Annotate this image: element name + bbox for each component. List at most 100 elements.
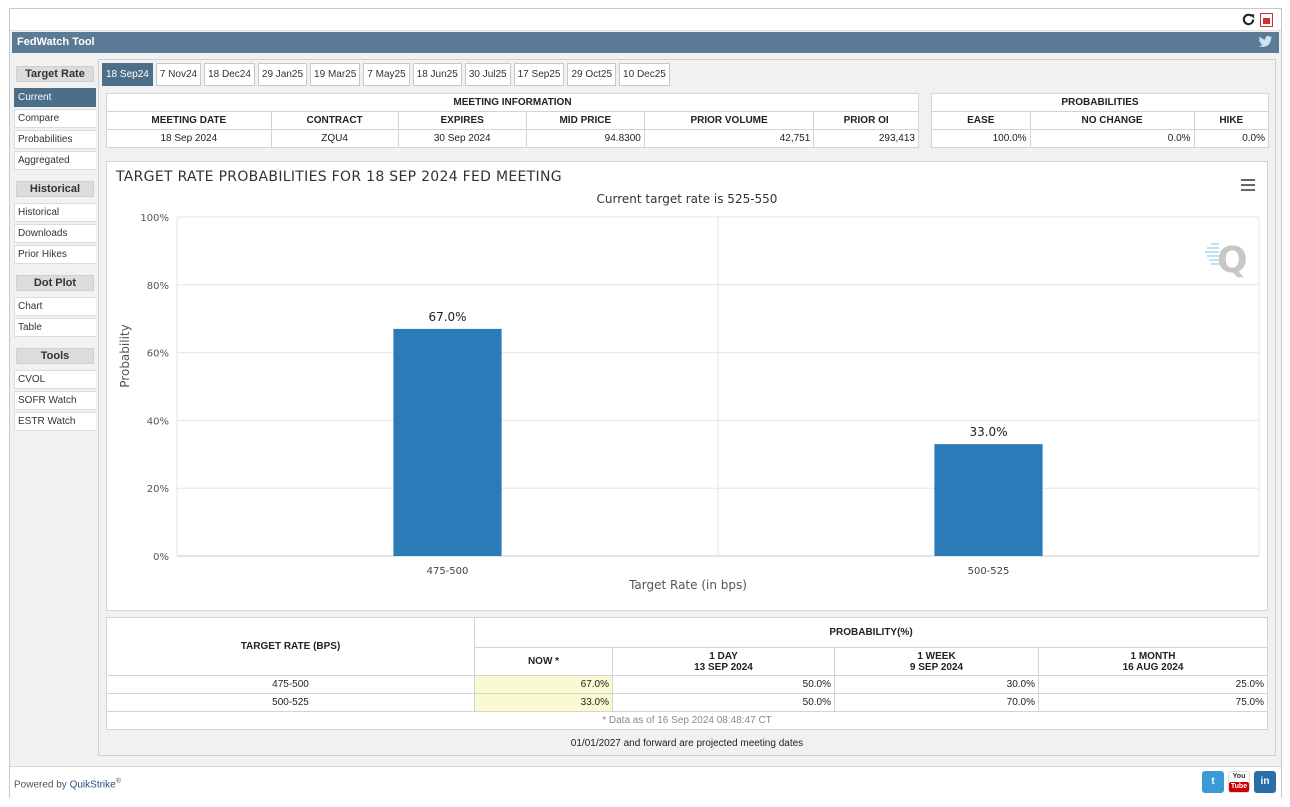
sidebar-item-probabilities[interactable]: Probabilities [14,130,96,149]
pdf-icon[interactable] [1260,12,1273,27]
probabilities-heading: PROBABILITIES [931,93,1269,112]
tab-meeting[interactable]: 30 Jul25 [464,63,511,86]
meeting-info-table: MEETING INFORMATION MEETING DATE CONTRAC… [106,93,919,148]
sidebar-item-cvol[interactable]: CVOL [14,370,96,389]
rate-cell: 500-525 [106,693,475,712]
sidebar-item-estr-watch[interactable]: ESTR Watch [14,412,96,431]
col-hike: HIKE [1193,111,1270,130]
week-cell: 70.0% [834,693,1039,712]
sidebar-item-chart[interactable]: Chart [14,297,96,316]
quikstrike-watermark-icon: Q [1205,240,1248,281]
col-1-week-date: 9 SEP 2024 [909,661,964,673]
x-axis-label: Target Rate (in bps) [628,578,747,592]
prior-oi-value: 293,413 [813,129,919,148]
col-probability-group: PROBABILITY(%) [474,617,1268,648]
sidebar-item-aggregated[interactable]: Aggregated [14,151,96,170]
week-cell: 30.0% [834,675,1039,694]
linkedin-icon[interactable]: in [1254,771,1276,793]
powered-by: Powered by QuikStrike® [14,778,121,790]
sidebar-item-prior-hikes[interactable]: Prior Hikes [14,245,96,264]
y-tick-label: 40% [147,416,169,427]
col-1-day-date: 13 SEP 2024 [694,661,753,673]
now-cell: 67.0% [474,675,613,694]
sidebar-heading-tools: Tools [16,348,94,364]
svg-text:Q: Q [1217,240,1248,281]
youtube-you: You [1232,773,1246,780]
mid-price-value: 94.8300 [525,129,645,148]
day-cell: 50.0% [612,693,835,712]
refresh-icon[interactable] [1241,12,1256,27]
tab-meeting[interactable]: 19 Mar25 [310,63,361,86]
sidebar: Target Rate Current Compare Probabilitie… [14,66,97,433]
twitter-share-icon[interactable]: t [1202,771,1224,793]
y-tick-label: 100% [140,213,169,224]
col-mid-price: MID PRICE [525,111,645,130]
ease-value: 100.0% [931,129,1031,148]
tab-meeting[interactable]: 18 Jun25 [412,63,462,86]
meeting-date-value: 18 Sep 2024 [106,129,272,148]
twitter-share-glyph: t [1211,776,1215,787]
col-contract: CONTRACT [270,111,399,130]
tab-meeting[interactable]: 18 Dec24 [204,63,255,86]
col-1-day: 1 DAY [709,650,738,662]
no-change-value: 0.0% [1029,129,1195,148]
tab-meeting[interactable]: 7 Nov24 [155,63,202,86]
sidebar-item-downloads[interactable]: Downloads [14,224,96,243]
y-axis-label: Probability [118,324,132,387]
col-1-month: 1 MONTH [1130,650,1176,662]
chart-menu-icon[interactable] [1241,179,1255,191]
main-panel: 18 Sep24 7 Nov24 18 Dec24 29 Jan25 19 Ma… [98,59,1276,756]
sidebar-heading-target-rate: Target Rate [16,66,94,82]
col-target-rate: TARGET RATE (BPS) [106,617,475,676]
powered-by-label: Powered by [14,779,67,791]
y-tick-label: 60% [147,349,169,360]
y-tick-label: 80% [147,281,169,292]
tab-meeting[interactable]: 17 Sep25 [513,63,565,86]
meeting-info-heading: MEETING INFORMATION [106,93,919,112]
footer: Powered by QuikStrike® t You Tube in [10,766,1281,798]
fedwatch-frame: FedWatch Tool Target Rate Current Compar… [9,8,1282,798]
table-row: 500-525 33.0% 50.0% 70.0% 75.0% [106,693,1268,712]
tab-meeting[interactable]: 29 Jan25 [257,63,308,86]
bar[interactable] [934,444,1043,556]
registered-mark: ® [115,778,121,785]
x-tick-label: 475-500 [427,566,469,577]
month-cell: 25.0% [1038,675,1268,694]
sidebar-item-table[interactable]: Table [14,318,96,337]
col-now: NOW * [474,647,613,676]
probabilities-table: PROBABILITIES EASE NO CHANGE HIKE 100.0%… [931,93,1270,148]
youtube-tube: Tube [1229,782,1249,792]
tab-meeting[interactable]: 18 Sep24 [102,63,153,86]
sidebar-item-current[interactable]: Current [14,88,96,107]
app-title: FedWatch Tool [17,36,95,48]
rate-cell: 475-500 [106,675,475,694]
sidebar-item-historical[interactable]: Historical [14,203,96,222]
y-tick-label: 0% [153,552,169,563]
x-tick-label: 500-525 [968,566,1010,577]
bar-chart: 0% 20% 40% 60% 80% 100% 67.0% 475-500 33.0% 500-5… [118,213,1260,592]
bar[interactable] [393,328,502,556]
day-cell: 50.0% [612,675,835,694]
data-timestamp-note: * Data as of 16 Sep 2024 08:48:47 CT [106,711,1268,730]
col-ease: EASE [931,111,1031,130]
tab-meeting[interactable]: 10 Dec25 [619,63,670,86]
col-meeting-date: MEETING DATE [106,111,272,130]
youtube-icon[interactable]: You Tube [1228,771,1250,793]
col-prior-volume: PRIOR VOLUME [643,111,815,130]
quikstrike-link[interactable]: QuikStrike [69,779,116,791]
sidebar-heading-historical: Historical [16,181,94,197]
tab-meeting[interactable]: 29 Oct25 [567,63,617,86]
tab-meeting[interactable]: 7 May25 [363,63,410,86]
sidebar-item-compare[interactable]: Compare [14,109,96,128]
sidebar-item-sofr-watch[interactable]: SOFR Watch [14,391,96,410]
chart-subtitle: Current target rate is 525-550 [596,192,778,206]
sidebar-heading-dot-plot: Dot Plot [16,275,94,291]
projected-dates-note: 01/01/2027 and forward are projected mee… [570,738,804,749]
col-1-week: 1 WEEK [917,650,956,662]
y-tick-label: 20% [147,484,169,495]
twitter-icon[interactable] [1258,35,1273,49]
chart-container: TARGET RATE PROBABILITIES FOR 18 SEP 202… [106,161,1268,611]
col-no-change: NO CHANGE [1029,111,1195,130]
social-links: t You Tube in [1202,771,1276,793]
col-expires: EXPIRES [397,111,527,130]
